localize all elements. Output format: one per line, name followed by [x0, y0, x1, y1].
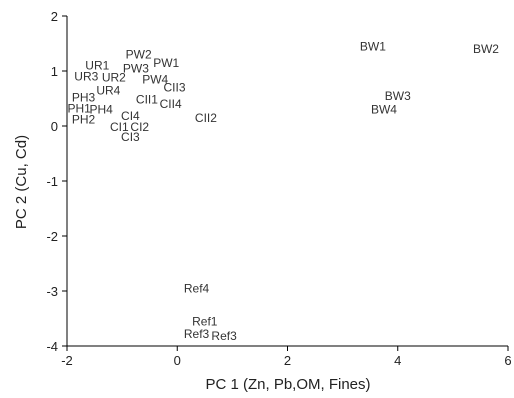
data-point-label: CI3 — [121, 130, 140, 144]
x-tick-label: 2 — [284, 353, 291, 368]
y-tick-label: -2 — [46, 229, 58, 244]
data-point-label: Ref3 — [211, 329, 237, 343]
data-point-label: UR1 — [85, 59, 109, 73]
data-point-label: Ref3 — [184, 327, 210, 341]
data-point-label: PH2 — [72, 112, 96, 126]
y-tick-label: -1 — [46, 174, 58, 189]
y-tick-label: 1 — [51, 64, 58, 79]
x-axis-title: PC 1 (Zn, Pb,OM, Fines) — [205, 376, 370, 393]
x-tick-label: 6 — [504, 353, 511, 368]
data-point-label: Ref1 — [192, 314, 218, 328]
y-tick-label: -4 — [46, 339, 58, 354]
data-point-label: PW3 — [123, 61, 149, 75]
data-point-label: PW4 — [142, 72, 168, 86]
data-point-label: Ref4 — [184, 281, 210, 295]
data-point-label: BW2 — [473, 42, 499, 56]
data-point-label: PH4 — [90, 103, 114, 117]
data-point-label: PW1 — [153, 56, 179, 70]
data-point-label: CII2 — [195, 111, 217, 125]
x-tick-label: 4 — [394, 353, 401, 368]
x-tick-label: -2 — [61, 353, 73, 368]
data-point-label: BW4 — [371, 103, 397, 117]
data-point-label: UR3 — [74, 70, 98, 84]
data-point-label: BW1 — [360, 39, 386, 53]
data-point-label: PH3 — [72, 90, 96, 104]
data-point-label: CII4 — [160, 97, 182, 111]
data-point-label: CII3 — [163, 81, 185, 95]
ticks: -2 0 2 4 6 -4 -3 -2 -1 0 1 2 — [46, 9, 511, 368]
data-point-label: UR4 — [96, 83, 120, 97]
data-point-label: BW3 — [385, 89, 411, 103]
y-axis-title: PC 2 (Cu, Cd) — [13, 135, 30, 229]
data-point-label: CI1 — [110, 120, 129, 134]
data-point-label: PH1 — [67, 101, 91, 115]
data-point-label: PW2 — [126, 48, 152, 62]
data-point-label: UR2 — [102, 71, 126, 85]
y-tick-label: -3 — [46, 284, 58, 299]
y-tick-label: 2 — [51, 9, 58, 24]
data-point-label: CII1 — [136, 93, 158, 107]
y-tick-label: 0 — [51, 119, 58, 134]
data-point-label: CI4 — [121, 109, 140, 123]
data-point-label: CI2 — [130, 120, 149, 134]
x-tick-label: 0 — [174, 353, 181, 368]
